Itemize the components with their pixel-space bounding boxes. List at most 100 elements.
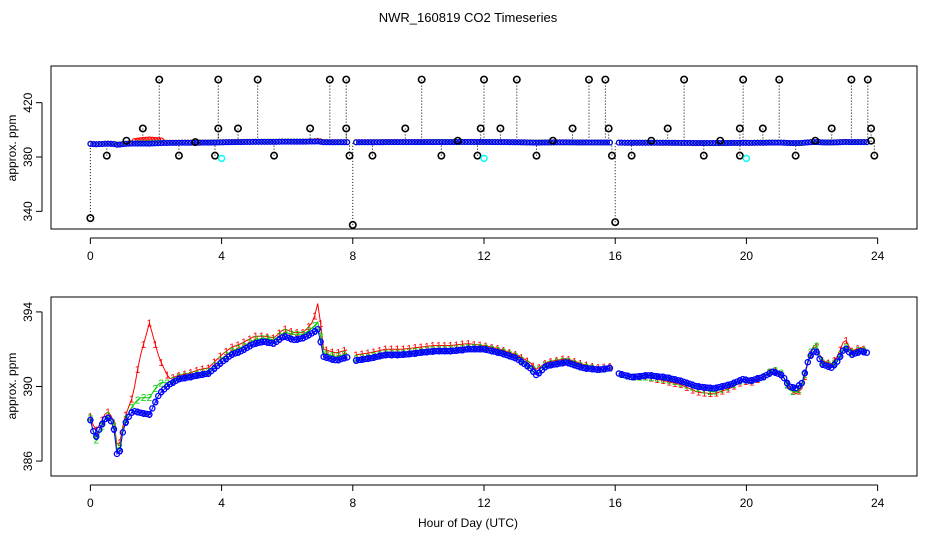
series-3-point (656, 373, 664, 380)
top-point-s3 (781, 139, 788, 146)
series-3-point (332, 356, 339, 364)
top-point-s3 (270, 138, 277, 145)
series-1-marker: 1 (153, 340, 159, 351)
top-point-s3 (527, 139, 534, 146)
top-point-s3 (533, 139, 540, 146)
series-3-point (650, 372, 658, 380)
top-point-s3 (155, 140, 162, 147)
top-point-s1 (149, 136, 156, 143)
series-3-point (199, 371, 206, 378)
series-3-point (279, 334, 286, 341)
top-point-s3 (116, 141, 123, 148)
outlier-point (775, 75, 784, 84)
top-point-s3 (246, 138, 253, 145)
top-point-s3 (164, 139, 171, 146)
series-3-point (748, 377, 755, 384)
series-3-point (400, 351, 407, 358)
series-3-point (600, 365, 608, 373)
series-2-marker: 2 (519, 355, 525, 366)
series-1-marker: 1 (265, 332, 271, 343)
series-3-point (326, 355, 333, 362)
top-point-s3 (784, 139, 791, 146)
outlier-point (601, 75, 610, 84)
series-3-point (648, 372, 655, 379)
outlier-point (791, 151, 800, 160)
series-1-marker: 1 (312, 311, 318, 322)
series-2-marker: 2 (790, 387, 796, 398)
outlier-point (584, 75, 593, 84)
top-point-s3 (828, 139, 835, 146)
top-point-s3 (305, 138, 312, 145)
series-3-point (547, 361, 555, 369)
series-3-point (707, 384, 714, 392)
outlier-point (437, 151, 446, 160)
series-3-point (364, 355, 372, 362)
series-3-point (391, 351, 398, 359)
series-1-marker: 1 (158, 358, 164, 369)
top-point-s3 (282, 138, 289, 145)
top-point-s3 (518, 139, 525, 146)
top-point-s3 (615, 139, 622, 146)
outlier-point (647, 136, 656, 145)
top-point-s3 (415, 139, 422, 146)
top-point-s3 (400, 139, 407, 146)
top-point-s3 (143, 140, 150, 147)
series-3-point (836, 353, 844, 360)
top-x-tick-label: 12 (477, 249, 491, 263)
top-point-s3 (542, 139, 549, 146)
series-3-point (689, 381, 696, 389)
top-point-s3 (211, 139, 218, 146)
top-x-tick-label: 24 (871, 249, 885, 263)
series-3-point (175, 375, 183, 383)
outlier-point (368, 151, 377, 160)
top-point-s3 (110, 141, 117, 148)
series-1-marker: 1 (460, 340, 466, 351)
outlier-point (867, 136, 876, 145)
top-point-s3 (99, 140, 106, 147)
outlier-point (191, 138, 200, 147)
top-point-s1 (152, 136, 159, 143)
top-point-s3 (344, 139, 351, 146)
top-point-s3 (736, 139, 743, 146)
top-point-s3 (320, 139, 327, 146)
series-3-point (813, 348, 820, 356)
series-1-marker: 1 (395, 345, 401, 356)
series-3-point (479, 345, 487, 353)
series-3-point (822, 362, 829, 369)
series-3-point (462, 346, 469, 353)
top-point-s3 (775, 139, 782, 146)
series-3-point (786, 383, 794, 391)
series-3-point (264, 339, 271, 346)
series-3-point (577, 363, 584, 371)
series-3-point (125, 413, 132, 421)
top-point-s3 (382, 139, 389, 146)
series-3-point (335, 356, 342, 364)
series-3-point (668, 375, 676, 383)
series-3-marker: 3 (837, 352, 843, 363)
series-3-point (184, 374, 192, 381)
series-3-point (196, 371, 203, 379)
outlier-point (532, 151, 541, 160)
series-3-marker: 3 (843, 344, 849, 355)
top-point-s3 (494, 139, 501, 146)
series-2-marker: 2 (306, 326, 312, 337)
series-3-point (757, 374, 764, 382)
outlier-point (155, 75, 164, 84)
series-3-point (467, 345, 475, 353)
panel-bottom-ylabel: approx. ppm (5, 353, 19, 420)
outlier-point (214, 75, 223, 84)
series-3-point (193, 372, 200, 379)
series-1-marker: 1 (436, 341, 442, 352)
series-3-point (405, 350, 413, 358)
bottom-x-tick-label: 16 (609, 496, 623, 510)
outlier-point (233, 124, 242, 133)
top-point-s3 (441, 139, 448, 146)
series-3-point (438, 347, 445, 355)
series-3-point (355, 356, 363, 364)
series-3-point (140, 410, 147, 417)
series-3-point (323, 354, 330, 361)
outlier-point (102, 151, 111, 160)
outlier-point (401, 124, 410, 133)
outlier-point (122, 136, 131, 145)
series-3-marker: 3 (796, 381, 802, 392)
